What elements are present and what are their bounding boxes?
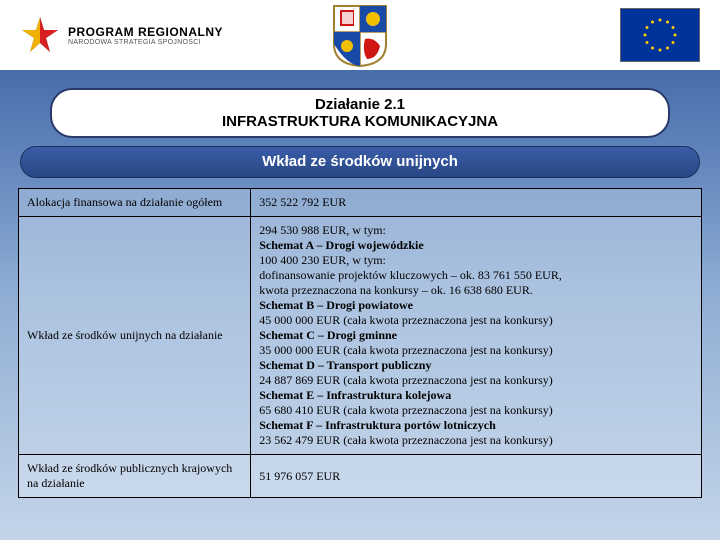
value-line: 35 000 000 EUR (cała kwota przeznaczona … [259, 343, 693, 358]
table-row: Wkład ze środków unijnych na działanie29… [19, 217, 702, 455]
value-line: 100 400 230 EUR, w tym: [259, 253, 693, 268]
value-line: Schemat A – Drogi wojewódzkie [259, 238, 693, 253]
value-line: 352 522 792 EUR [259, 195, 693, 210]
value-line: 65 680 410 EUR (cała kwota przeznaczona … [259, 403, 693, 418]
title-box: Działanie 2.1 INFRASTRUKTURA KOMUNIKACYJ… [50, 88, 670, 138]
value-line: 294 530 988 EUR, w tym: [259, 223, 693, 238]
value-line: 23 562 479 EUR (cała kwota przeznaczona … [259, 433, 693, 448]
eu-flag-icon [620, 8, 700, 62]
title-line-2: INFRASTRUKTURA KOMUNIKACYJNA [72, 113, 648, 130]
program-logo-text: PROGRAM REGIONALNY NARODOWA STRATEGIA SP… [68, 25, 223, 46]
row-value: 294 530 988 EUR, w tym:Schemat A – Drogi… [251, 217, 702, 455]
value-line: 51 976 057 EUR [259, 469, 693, 484]
value-line: kwota przeznaczona na konkursy – ok. 16 … [259, 283, 693, 298]
row-label: Wkład ze środków publicznych krajowych n… [19, 455, 251, 498]
value-line: 24 887 869 EUR (cała kwota przeznaczona … [259, 373, 693, 388]
subtitle-box: Wkład ze środków unijnych [20, 146, 700, 178]
program-logo: PROGRAM REGIONALNY NARODOWA STRATEGIA SP… [20, 15, 223, 55]
table-row: Alokacja finansowa na działanie ogółem 35… [19, 189, 702, 217]
row-label: Alokacja finansowa na działanie ogółem [19, 189, 251, 217]
row-value: 51 976 057 EUR [251, 455, 702, 498]
value-line: Schemat E – Infrastruktura kolejowa [259, 388, 693, 403]
value-line: Schemat F – Infrastruktura portów lotnic… [259, 418, 693, 433]
coat-of-arms-icon [332, 4, 388, 68]
title-line-1: Działanie 2.1 [72, 96, 648, 113]
value-line: Schemat D – Transport publiczny [259, 358, 693, 373]
funding-table: Alokacja finansowa na działanie ogółem 35… [18, 188, 702, 498]
program-title: PROGRAM REGIONALNY [68, 25, 223, 39]
value-line: dofinansowanie projektów kluczowych – ok… [259, 268, 693, 283]
row-label: Wkład ze środków unijnych na działanie [19, 217, 251, 455]
program-subtitle: NARODOWA STRATEGIA SPÓJNOŚCI [68, 39, 223, 46]
row-value: 352 522 792 EUR [251, 189, 702, 217]
value-line: Schemat B – Drogi powiatowe [259, 298, 693, 313]
header-bar: PROGRAM REGIONALNY NARODOWA STRATEGIA SP… [0, 0, 720, 70]
value-line: Schemat C – Drogi gminne [259, 328, 693, 343]
value-line: 45 000 000 EUR (cała kwota przeznaczona … [259, 313, 693, 328]
subtitle-text: Wkład ze środków unijnych [262, 153, 458, 170]
table-row: Wkład ze środków publicznych krajowych n… [19, 455, 702, 498]
program-star-icon [20, 15, 60, 55]
